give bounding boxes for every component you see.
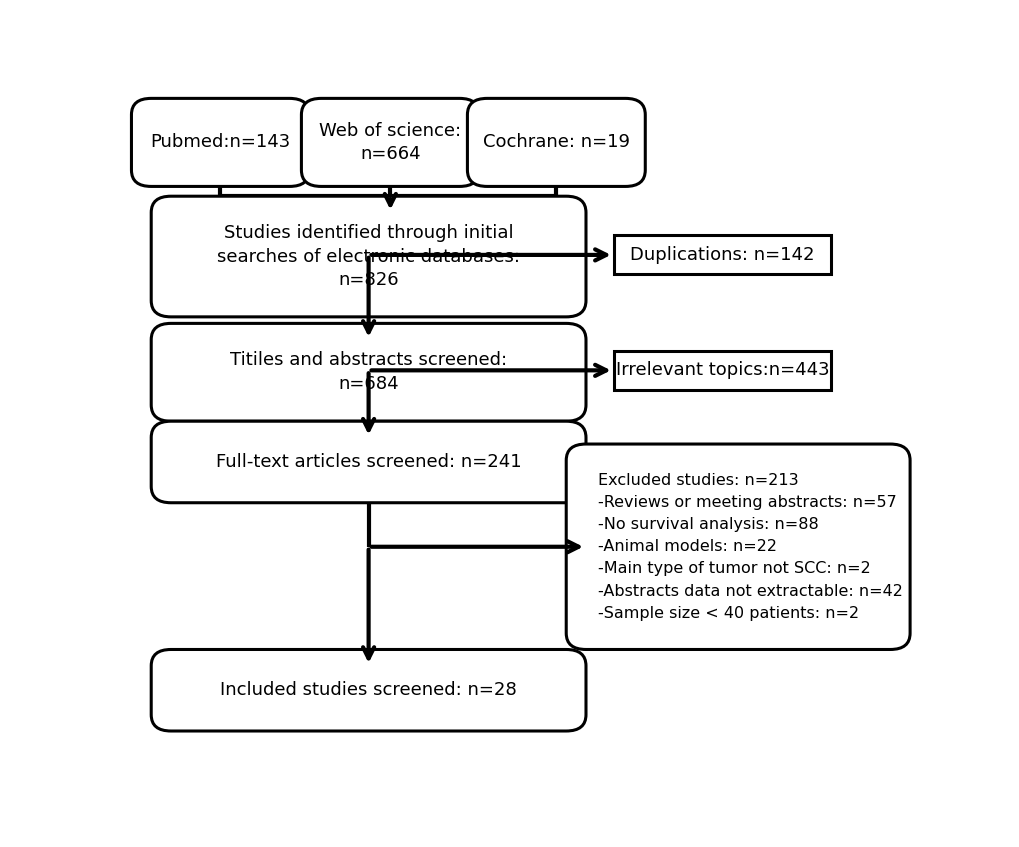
FancyBboxPatch shape [613,351,830,390]
Text: Cochrane: n=19: Cochrane: n=19 [482,133,629,152]
FancyBboxPatch shape [566,444,909,650]
FancyBboxPatch shape [151,421,586,503]
FancyBboxPatch shape [613,235,830,274]
Text: Duplications: n=142: Duplications: n=142 [630,246,814,264]
Text: Titiles and abstracts screened:
n=684: Titiles and abstracts screened: n=684 [230,352,506,393]
FancyBboxPatch shape [151,650,586,731]
Text: Pubmed:n=143: Pubmed:n=143 [150,133,290,152]
Text: Included studies screened: n=28: Included studies screened: n=28 [220,681,517,700]
FancyBboxPatch shape [151,324,586,421]
FancyBboxPatch shape [131,98,309,186]
Text: Irrelevant topics:n=443: Irrelevant topics:n=443 [614,362,828,379]
FancyBboxPatch shape [467,98,645,186]
FancyBboxPatch shape [151,197,586,317]
Text: Excluded studies: n=213
-Reviews or meeting abstracts: n=57
-No survival analysi: Excluded studies: n=213 -Reviews or meet… [597,473,902,621]
Text: Full-text articles screened: n=241: Full-text articles screened: n=241 [216,453,521,471]
FancyBboxPatch shape [302,98,479,186]
Text: Web of science:
n=664: Web of science: n=664 [319,122,461,163]
Text: Studies identified through initial
searches of electronic databases:
n=826: Studies identified through initial searc… [217,224,520,289]
